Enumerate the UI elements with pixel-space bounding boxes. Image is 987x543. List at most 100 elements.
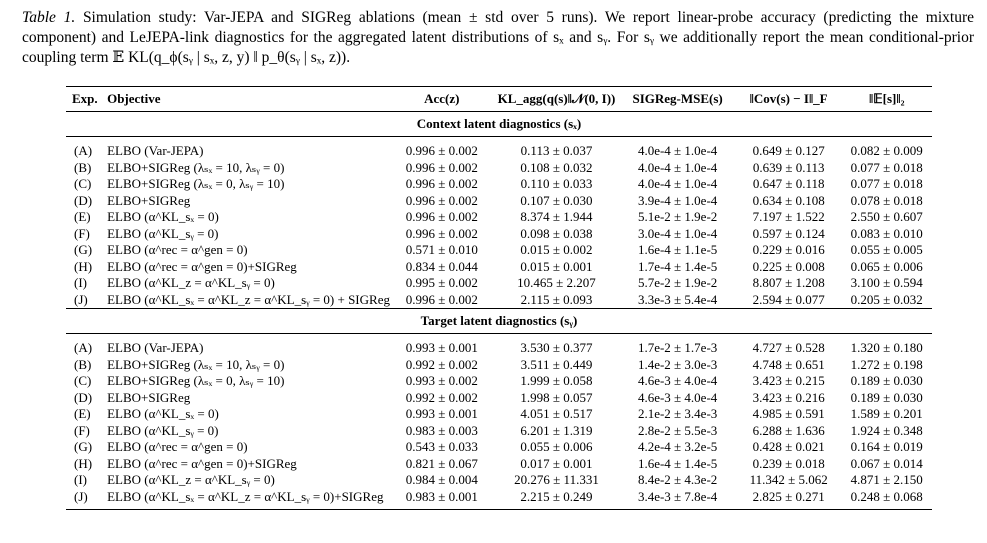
table-row: (J) ELBO (α^KL_sₓ = α^KL_z = α^KL_sᵧ = 0)… (66, 292, 932, 309)
cell-cov: 0.634 ± 0.108 (752, 192, 825, 208)
cell-kl: 0.017 ± 0.001 (520, 455, 593, 471)
cell-sigreg: 3.4e-3 ± 7.8e-4 (619, 488, 736, 510)
cell-exp: (D) (74, 192, 93, 208)
cell-exp: (B) (74, 356, 92, 372)
cell-exp: (H) (74, 455, 93, 471)
caption-label: Table 1. (22, 9, 76, 26)
table-row: (F) ELBO (α^KL_sᵧ = 0) 0.983 ± 0.003 6.201 … (66, 423, 932, 440)
cell-objective: ELBO+SIGReg (λₛₓ = 10, λₛᵧ = 0) (107, 356, 285, 372)
cell-sigreg: 3.3e-3 ± 5.4e-4 (637, 291, 718, 307)
cell-kl: 0.107 ± 0.030 (520, 192, 593, 208)
cell-sigreg: 1.6e-4 ± 1.1e-5 (637, 242, 718, 257)
header-cov: ‖Cov(s) − I‖_F (735, 86, 842, 112)
table-row: (E) ELBO (α^KL_sₓ = 0) 0.996 ± 0.002 8.374 … (66, 209, 932, 226)
table-row: (I) ELBO (α^KL_z = α^KL_sᵧ = 0) 0.984 ± 0.… (66, 472, 932, 489)
cell-objective: ELBO (α^KL_sᵧ = 0) (107, 225, 219, 241)
cell-cov: 2.825 ± 0.271 (735, 488, 842, 510)
cell-acc: 0.834 ± 0.044 (405, 258, 478, 274)
cell-mean: 0.164 ± 0.019 (850, 439, 923, 454)
cell-acc: 0.984 ± 0.004 (405, 472, 478, 487)
cell-objective: ELBO (α^KL_sᵧ = 0) (107, 422, 219, 438)
cell-exp: (I) (74, 275, 87, 290)
table-row: (C) ELBO+SIGReg (λₛₓ = 0, λₛᵧ = 10) 0.993 … (66, 373, 932, 390)
cell-kl: 0.113 ± 0.037 (520, 143, 593, 158)
cell-objective: ELBO (Var-JEPA) (107, 340, 204, 355)
table-row: (A) ELBO (Var-JEPA) 0.993 ± 0.001 3.530 ± 0… (66, 334, 932, 357)
cell-exp: (E) (74, 209, 91, 224)
header-acc: Acc(z) (389, 86, 494, 112)
cell-mean: 0.189 ± 0.030 (850, 373, 923, 388)
cell-acc: 0.993 ± 0.002 (405, 373, 478, 388)
cell-objective: ELBO (α^KL_sₓ = α^KL_z = α^KL_sᵧ = 0) + … (107, 291, 390, 307)
table-row: (F) ELBO (α^KL_sᵧ = 0) 0.996 ± 0.002 0.098 … (66, 226, 932, 243)
cell-sigreg: 2.8e-2 ± 5.5e-3 (637, 422, 718, 438)
cell-objective: ELBO (α^KL_z = α^KL_sᵧ = 0) (107, 472, 275, 487)
cell-kl: 0.108 ± 0.032 (520, 159, 593, 175)
cell-sigreg: 8.4e-2 ± 4.3e-2 (637, 472, 718, 487)
cell-kl: 1.999 ± 0.058 (520, 373, 593, 388)
table-row: (D) ELBO+SIGReg 0.996 ± 0.002 0.107 ± 0.030… (66, 193, 932, 210)
cell-sigreg: 4.0e-4 ± 1.0e-4 (637, 176, 718, 191)
cell-objective: ELBO+SIGReg (107, 389, 191, 405)
cell-exp: (G) (74, 242, 93, 257)
cell-kl: 1.998 ± 0.057 (520, 389, 593, 405)
table-row: (D) ELBO+SIGReg 0.992 ± 0.002 1.998 ± 0.057… (66, 390, 932, 407)
cell-cov: 6.288 ± 1.636 (752, 422, 825, 438)
cell-objective: ELBO (α^KL_sₓ = 0) (107, 406, 219, 421)
cell-mean: 0.083 ± 0.010 (850, 225, 923, 241)
cell-sigreg: 1.4e-2 ± 3.0e-3 (637, 356, 718, 372)
cell-sigreg: 1.7e-2 ± 1.7e-3 (637, 340, 718, 355)
cell-acc: 0.992 ± 0.002 (405, 389, 478, 405)
section-title: Context latent diagnostics (sₓ) (66, 111, 932, 137)
cell-mean: 0.055 ± 0.005 (850, 242, 923, 257)
table-caption: Table 1. Simulation study: Var-JEPA and … (22, 8, 974, 68)
cell-kl: 6.201 ± 1.319 (520, 422, 593, 438)
cell-objective: ELBO+SIGReg (λₛₓ = 0, λₛᵧ = 10) (107, 373, 285, 388)
cell-cov: 3.423 ± 0.215 (752, 373, 825, 388)
cell-sigreg: 1.7e-4 ± 1.4e-5 (637, 258, 718, 274)
table-row: (E) ELBO (α^KL_sₓ = 0) 0.993 ± 0.001 4.051 … (66, 406, 932, 423)
cell-cov: 11.342 ± 5.062 (749, 472, 828, 487)
cell-exp: (C) (74, 373, 92, 388)
cell-acc: 0.996 ± 0.002 (405, 192, 478, 208)
cell-objective: ELBO (α^rec = α^gen = 0)+SIGReg (107, 455, 297, 471)
cell-kl: 4.051 ± 0.517 (520, 406, 593, 421)
cell-cov: 0.597 ± 0.124 (752, 225, 825, 241)
cell-mean: 3.100 ± 0.594 (850, 275, 923, 290)
cell-acc: 0.996 ± 0.002 (405, 225, 478, 241)
section-header-row: Context latent diagnostics (sₓ) (66, 111, 932, 137)
cell-kl: 10.465 ± 2.207 (517, 275, 596, 290)
cell-mean: 0.189 ± 0.030 (850, 389, 923, 405)
cell-sigreg: 4.0e-4 ± 1.0e-4 (637, 143, 718, 158)
caption-text: Simulation study: Var-JEPA and SIGReg ab… (22, 9, 975, 66)
table-row: (H) ELBO (α^rec = α^gen = 0)+SIGReg 0.821 … (66, 456, 932, 473)
cell-exp: (B) (74, 159, 92, 175)
table-row: (B) ELBO+SIGReg (λₛₓ = 10, λₛᵧ = 0) 0.996 … (66, 160, 932, 177)
cell-objective: ELBO+SIGReg (107, 192, 191, 208)
cell-exp: (J) (66, 488, 108, 510)
cell-mean: 2.550 ± 0.607 (850, 209, 923, 224)
cell-kl: 2.215 ± 0.249 (493, 488, 620, 510)
cell-cov: 3.423 ± 0.216 (752, 389, 825, 405)
header-mean: ‖𝔼[s]‖₂ (841, 86, 932, 112)
cell-sigreg: 4.0e-4 ± 1.0e-4 (637, 159, 718, 175)
cell-kl: 0.015 ± 0.002 (520, 242, 593, 257)
cell-exp: (H) (74, 258, 93, 274)
cell-objective: ELBO (α^KL_sₓ = 0) (107, 209, 219, 224)
cell-cov: 0.239 ± 0.018 (752, 455, 825, 471)
table-row: (A) ELBO (Var-JEPA) 0.996 ± 0.002 0.113 ± 0… (66, 137, 932, 160)
cell-kl: 20.276 ± 11.331 (514, 472, 599, 487)
cell-cov: 0.639 ± 0.113 (752, 159, 825, 175)
cell-cov: 7.197 ± 1.522 (752, 209, 825, 224)
cell-acc: 0.996 ± 0.002 (405, 209, 478, 224)
cell-mean: 0.205 ± 0.032 (850, 291, 923, 307)
cell-cov: 0.647 ± 0.118 (752, 176, 825, 191)
cell-exp: (A) (74, 340, 93, 355)
cell-sigreg: 4.6e-3 ± 4.0e-4 (637, 373, 718, 388)
cell-exp: (A) (74, 143, 93, 158)
cell-exp: (J) (74, 291, 88, 307)
cell-mean: 0.078 ± 0.018 (850, 192, 923, 208)
section-header-row: Target latent diagnostics (sᵧ) (66, 308, 932, 334)
cell-objective: ELBO (α^KL_sₓ = α^KL_z = α^KL_sᵧ = 0)+SI… (107, 488, 390, 510)
